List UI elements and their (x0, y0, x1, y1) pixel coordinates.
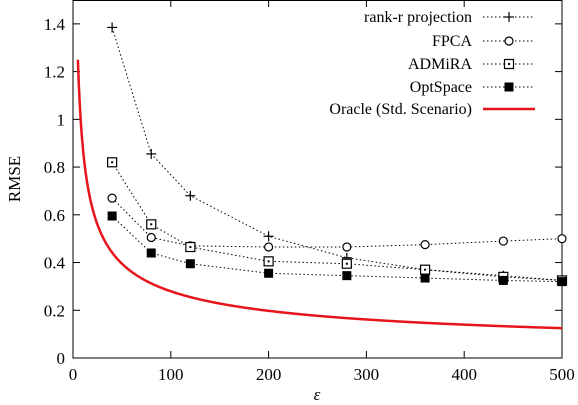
oracle-curve (76, 59, 563, 330)
data-point (342, 271, 352, 281)
data-point (420, 240, 430, 250)
data-point (146, 148, 157, 159)
y-tick-label: 1 (57, 110, 66, 129)
data-point (264, 268, 274, 278)
legend-marker (504, 36, 514, 46)
data-point (185, 190, 196, 201)
legend-label: ADMiRA (408, 56, 472, 73)
legend-label: Oracle (Std. Scenario) (329, 101, 472, 118)
data-point (420, 273, 430, 283)
data-point (107, 157, 118, 168)
y-tick-label: 1.4 (44, 15, 66, 34)
x-tick-label: 500 (549, 365, 575, 384)
legend-label: FPCA (432, 33, 472, 50)
series-line (111, 197, 563, 248)
legend-marker (504, 12, 514, 22)
legend-label: OptSpace (410, 79, 472, 96)
data-point (341, 258, 352, 269)
y-tick-label: 0 (57, 349, 66, 368)
series-line (111, 27, 563, 281)
legend-entry: rank-r projection (364, 9, 535, 26)
axis-ticks: 0 100 200 300 400 500 0 0.2 0.4 0.6 0.8 1 1.2 1.4 (44, 0, 575, 384)
series-oracle-std-scenario (76, 59, 563, 330)
data-point (146, 232, 156, 243)
data-point (419, 264, 431, 275)
data-point (263, 231, 274, 242)
data-point (185, 241, 196, 253)
y-tick-label: 1.2 (44, 63, 65, 82)
series-fpca (107, 193, 567, 252)
legend-entry: FPCA (432, 33, 535, 50)
y-axis-label: RMSE (5, 156, 24, 202)
series-line (111, 162, 563, 281)
y-tick-label: 0.2 (44, 301, 65, 320)
data-point (185, 259, 195, 269)
data-point (557, 277, 567, 287)
x-axis-label: ε (314, 385, 321, 404)
series-admira (107, 157, 568, 286)
x-tick-label: 0 (69, 365, 78, 384)
plot-frame (72, 0, 563, 359)
data-point (498, 236, 508, 246)
x-tick-label: 200 (256, 365, 282, 384)
legend-entry: OptSpace (410, 79, 535, 96)
data-point (107, 211, 117, 221)
legend: rank-r projection FPCA ADMiRA OptSpace Oracl… (329, 9, 535, 118)
data-point (264, 242, 274, 252)
x-tick-label: 300 (354, 365, 380, 384)
series-rank-r-projection (107, 22, 567, 286)
legend-entry: Oracle (Std. Scenario) (329, 101, 535, 118)
data-point (146, 248, 156, 258)
data-point (107, 22, 118, 33)
x-tick-label: 400 (451, 365, 477, 384)
legend-marker (503, 58, 515, 70)
y-tick-label: 0.8 (44, 158, 65, 177)
series-line (111, 215, 563, 283)
legend-marker (504, 82, 514, 92)
legend-entry: ADMiRA (408, 56, 535, 73)
x-tick-label: 100 (158, 365, 184, 384)
data-point (557, 234, 567, 244)
plot-area-border (72, 0, 563, 359)
data-point (263, 256, 274, 267)
data-point (498, 275, 508, 285)
data-point (342, 242, 352, 252)
series-layer (76, 22, 568, 330)
y-tick-label: 0.6 (44, 206, 65, 225)
data-point (107, 193, 117, 203)
legend-label: rank-r projection (364, 9, 472, 26)
series-optspace (107, 211, 567, 287)
y-tick-label: 0.4 (44, 254, 66, 273)
data-point (146, 219, 157, 230)
